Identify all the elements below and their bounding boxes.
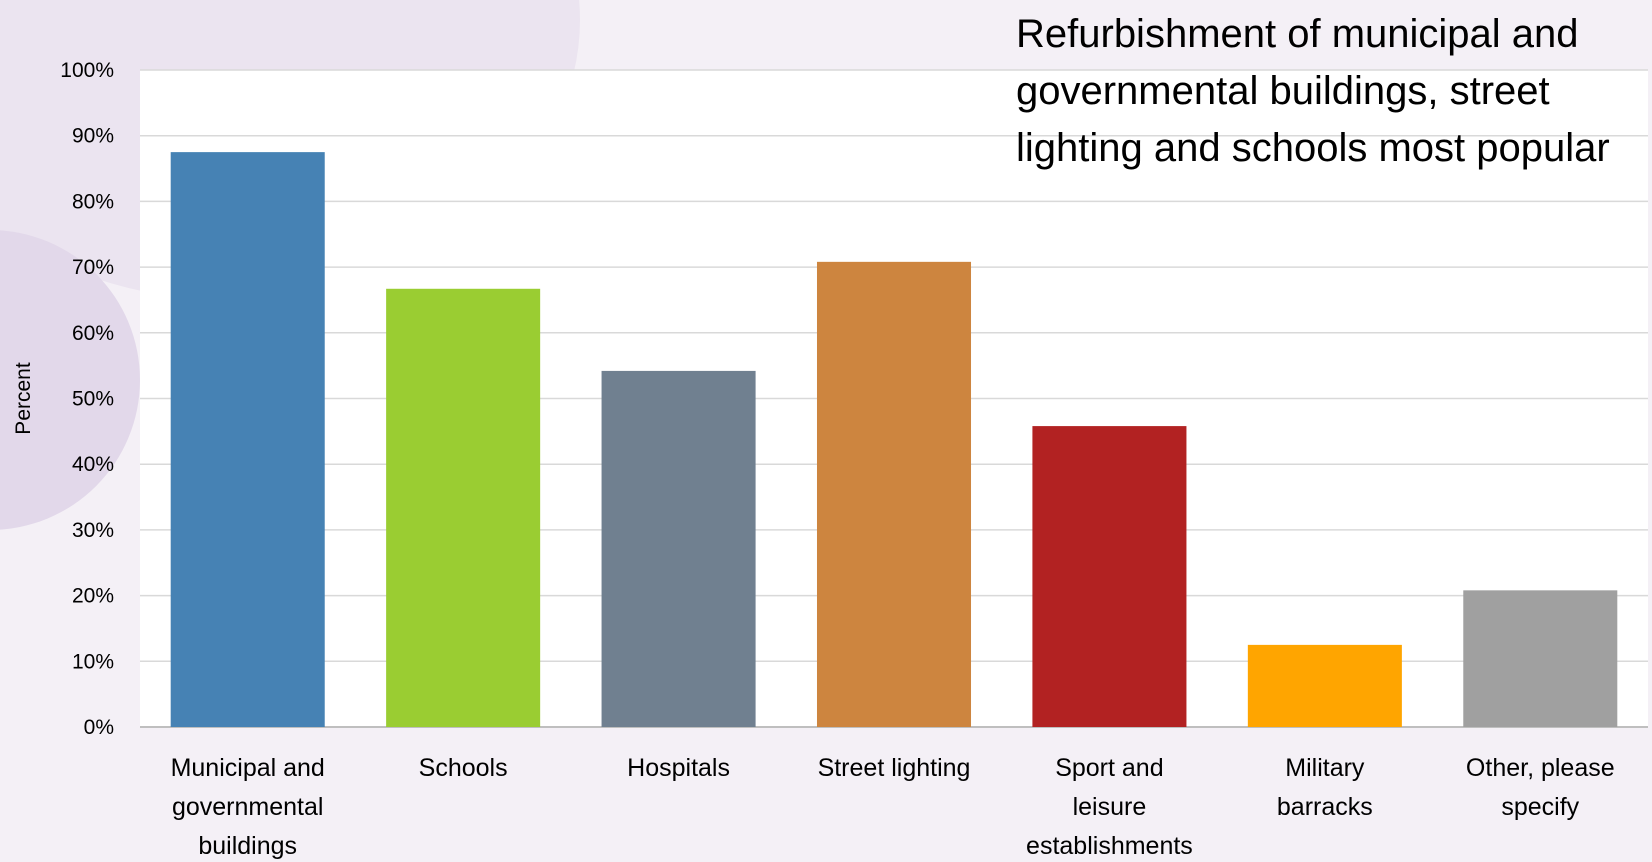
x-category-label: Municipal and governmental buildings (171, 754, 325, 860)
x-axis: Municipal and governmental buildings School… (171, 754, 1615, 860)
y-tick-label: 40% (72, 453, 114, 476)
x-category-label: Street lighting (818, 754, 971, 782)
chart-annotation: Refurbishment of municipal and governmen… (1016, 12, 1610, 170)
x-category-label: Other, please specify (1466, 754, 1615, 821)
bar-6 (1247, 644, 1402, 727)
x-category-label: Schools (419, 754, 508, 782)
y-tick-label: 20% (72, 585, 114, 608)
y-tick-label: 0% (84, 716, 114, 739)
bar-3 (601, 370, 756, 727)
y-tick-label: 50% (72, 388, 114, 411)
x-category-label: Military barracks (1277, 754, 1373, 821)
y-tick-label: 80% (72, 190, 114, 213)
x-category-label: Sport and leisure establishments (1026, 754, 1193, 860)
y-tick-label: 70% (72, 256, 114, 279)
bar-2 (386, 288, 541, 727)
bar-1 (170, 152, 325, 727)
bar-7 (1463, 590, 1618, 727)
bar-5 (1032, 426, 1187, 727)
bar-4 (816, 261, 972, 727)
y-tick-label: 30% (72, 519, 114, 542)
x-category-label: Hospitals (627, 754, 730, 782)
y-tick-label: 90% (72, 125, 114, 148)
y-axis-title: Percent (12, 362, 35, 435)
y-tick-label: 60% (72, 322, 114, 345)
bars (170, 152, 1618, 727)
y-tick-label: 10% (72, 650, 114, 673)
y-tick-label: 100% (60, 59, 114, 82)
y-axis: 0% 10% 20% 30% 40% 50% 60% 70% 80% 90% 100% (60, 59, 114, 739)
